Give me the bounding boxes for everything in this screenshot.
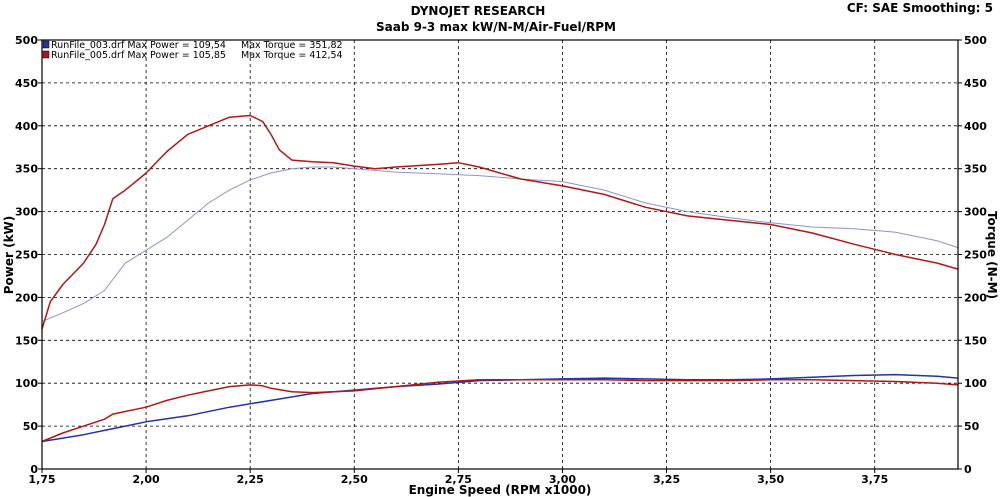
y-tick-label-left: 0 xyxy=(30,463,38,476)
x-tick-label: 1,75 xyxy=(28,473,55,486)
left-y-axis: 0 50 100 150 200 250 300 350 400 450 500 xyxy=(15,34,42,476)
y-tick-label-left: 250 xyxy=(15,249,38,262)
x-axis-label: Engine Speed (RPM x1000) xyxy=(409,483,592,497)
y-tick-label-right: 450 xyxy=(964,77,987,90)
series-group xyxy=(41,114,959,443)
y-tick-label-left: 350 xyxy=(15,163,38,176)
legend: RunFile_003.drf Max Power = 109,54 Max T… xyxy=(42,40,343,61)
y-tick-label-left: 50 xyxy=(23,420,39,433)
x-tick-label: 3,75 xyxy=(861,473,888,486)
y-tick-label-left: 500 xyxy=(15,34,38,47)
grid xyxy=(42,40,958,469)
x-tick-label: 2,50 xyxy=(341,473,368,486)
y-tick-label-left: 400 xyxy=(15,120,38,133)
x-tick-label: 2,25 xyxy=(237,473,264,486)
correction-smoothing-label: CF: SAE Smoothing: 5 xyxy=(847,1,993,15)
x-tick-label: 2,00 xyxy=(133,473,160,486)
legend-entry-runfile-005: RunFile_005.drf Max Power = 105,85 Max T… xyxy=(51,50,343,61)
y-tick-label-right: 300 xyxy=(964,206,987,219)
x-tick-label: 3,25 xyxy=(653,473,680,486)
chart-subtitle: Saab 9-3 max kW/N-M/Air-Fuel/RPM xyxy=(376,20,616,34)
x-tick-label: 3,50 xyxy=(757,473,784,486)
y-tick-label-left: 450 xyxy=(15,77,38,90)
y-tick-label-right: 250 xyxy=(964,249,987,262)
y-tick-label-right: 200 xyxy=(964,291,987,304)
y-tick-label-left: 300 xyxy=(15,206,38,219)
y-tick-label-right: 500 xyxy=(964,34,987,47)
series-line-runfile-003-drf-torque xyxy=(41,166,959,322)
series-line-runfile-005-drf-power xyxy=(41,379,959,443)
y-tick-label-right: 100 xyxy=(964,377,987,390)
y-tick-label-right: 50 xyxy=(964,420,980,433)
y-tick-label-right: 0 xyxy=(964,463,972,476)
y-tick-label-right: 150 xyxy=(964,334,987,347)
x-axis: 1,75 2,00 2,25 2,50 2,75 3,00 3,25 3,50 3,75 xyxy=(28,469,888,486)
y-axis-label-left: Power (kW) xyxy=(2,216,16,295)
chart-header-title: DYNOJET RESEARCH xyxy=(411,4,546,18)
y-tick-label-left: 100 xyxy=(15,377,38,390)
legend-entry-runfile-003: RunFile_003.drf Max Power = 109,54 Max T… xyxy=(51,40,343,51)
y-tick-label-right: 400 xyxy=(964,120,987,133)
x-tick-label: 2,75 xyxy=(445,473,472,486)
right-y-axis: 0 50 100 150 200 250 300 350 400 450 500 xyxy=(958,34,987,476)
y-axis-label-right: Torque (N-M) xyxy=(985,211,999,299)
y-tick-label-left: 150 xyxy=(15,334,38,347)
y-tick-label-right: 350 xyxy=(964,163,987,176)
legend-swatch-runfile-005 xyxy=(42,50,50,59)
legend-swatch-runfile-003 xyxy=(42,40,50,49)
x-tick-label: 3,00 xyxy=(549,473,576,486)
y-tick-label-left: 200 xyxy=(15,291,38,304)
series-line-runfile-005-drf-torque xyxy=(41,114,959,330)
series-line-runfile-003-drf-power xyxy=(41,373,959,443)
